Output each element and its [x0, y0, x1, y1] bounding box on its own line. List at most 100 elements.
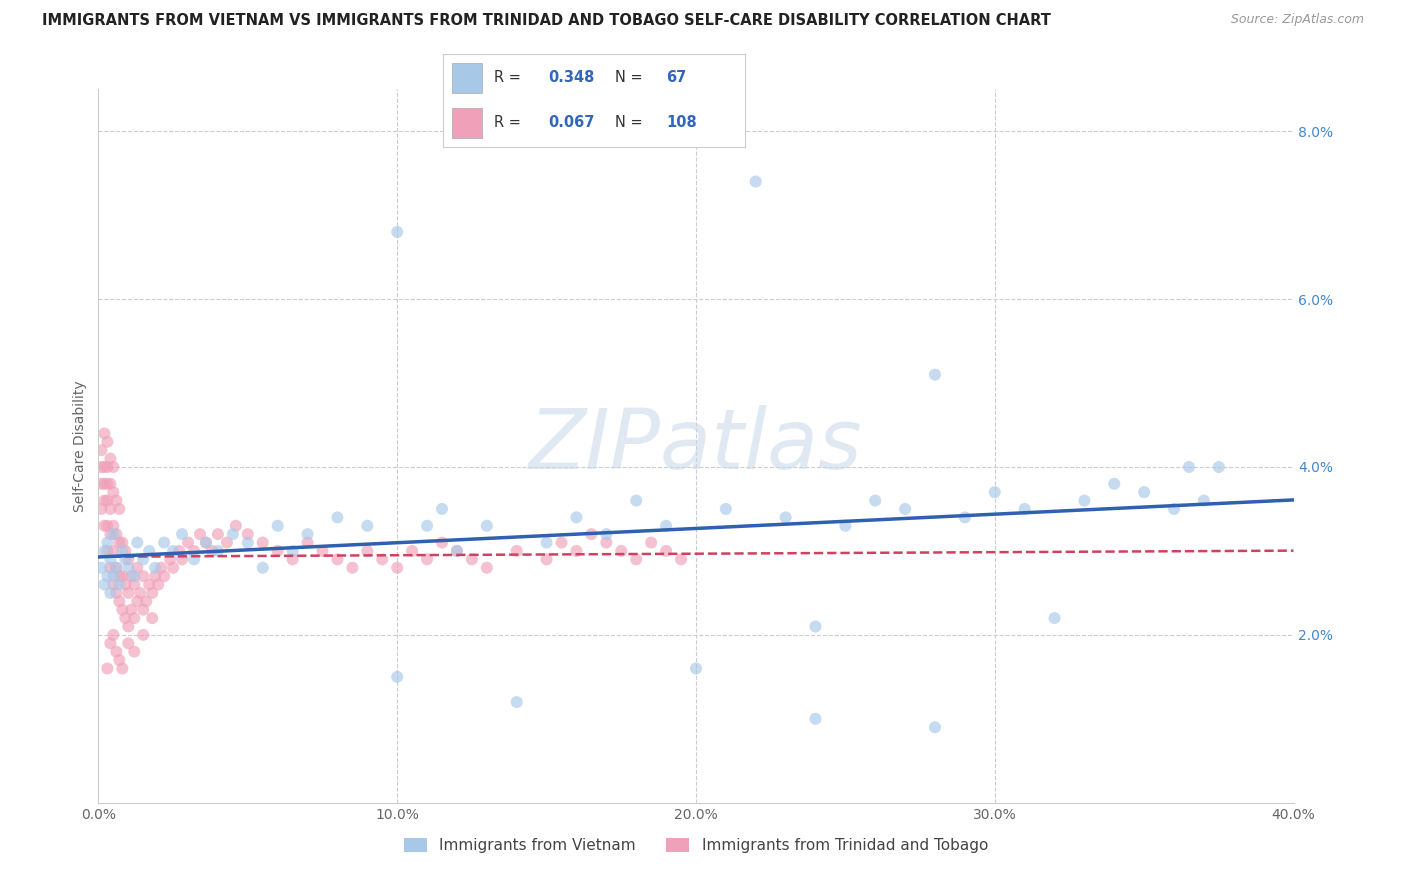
Point — [595, 535, 617, 549]
Point — [195, 535, 218, 549]
Point — [98, 552, 122, 566]
Point — [117, 560, 139, 574]
Point — [150, 560, 173, 574]
Point — [172, 552, 194, 566]
Point — [124, 577, 146, 591]
Point — [1208, 460, 1230, 475]
Text: ZIPatlas: ZIPatlas — [529, 406, 863, 486]
Point — [98, 586, 122, 600]
Point — [103, 628, 125, 642]
Point — [132, 603, 155, 617]
Point — [105, 645, 128, 659]
Point — [111, 661, 134, 675]
Point — [103, 544, 125, 558]
Point — [655, 518, 678, 533]
Point — [132, 628, 155, 642]
Point — [475, 518, 498, 533]
Point — [446, 544, 468, 558]
Point — [108, 594, 131, 608]
Point — [98, 560, 122, 574]
Point — [148, 577, 170, 591]
Point — [93, 518, 115, 533]
Point — [143, 560, 166, 574]
Point — [281, 552, 304, 566]
Point — [124, 645, 146, 659]
Point — [108, 653, 131, 667]
Point — [669, 552, 692, 566]
Point — [90, 460, 112, 475]
Point — [1133, 485, 1156, 500]
Point — [132, 569, 155, 583]
Point — [124, 611, 146, 625]
Point — [281, 544, 304, 558]
Point — [984, 485, 1007, 500]
Point — [111, 544, 134, 558]
Point — [143, 569, 166, 583]
Text: R =: R = — [495, 115, 522, 130]
Point — [117, 619, 139, 633]
Point — [96, 544, 118, 558]
Point — [117, 586, 139, 600]
Point — [188, 527, 211, 541]
Point — [90, 476, 112, 491]
Point — [93, 476, 115, 491]
Point — [252, 560, 274, 574]
Point — [167, 544, 190, 558]
Point — [93, 577, 115, 591]
Point — [105, 527, 128, 541]
Point — [430, 535, 453, 549]
Point — [342, 560, 364, 574]
Point — [401, 544, 423, 558]
Point — [385, 560, 409, 574]
Point — [252, 535, 274, 549]
Point — [127, 560, 149, 574]
Point — [775, 510, 797, 524]
Text: 0.067: 0.067 — [548, 115, 595, 130]
Point — [103, 577, 125, 591]
Point — [111, 603, 134, 617]
Point — [894, 502, 917, 516]
Point — [103, 518, 125, 533]
Point — [96, 535, 118, 549]
Point — [506, 695, 529, 709]
Point — [111, 535, 134, 549]
Point — [626, 493, 648, 508]
Point — [153, 535, 176, 549]
Point — [127, 594, 149, 608]
Point — [201, 544, 224, 558]
Point — [626, 552, 648, 566]
Point — [371, 552, 394, 566]
Point — [98, 502, 122, 516]
Point — [536, 535, 558, 549]
Point — [96, 460, 118, 475]
Point — [120, 569, 142, 583]
FancyBboxPatch shape — [451, 108, 482, 138]
Point — [93, 426, 115, 441]
Point — [90, 560, 112, 574]
Point — [1043, 611, 1066, 625]
Point — [1178, 460, 1201, 475]
Point — [114, 611, 136, 625]
Point — [103, 485, 125, 500]
Point — [114, 552, 136, 566]
Point — [114, 544, 136, 558]
Point — [215, 535, 238, 549]
Point — [446, 544, 468, 558]
Point — [745, 175, 768, 189]
Point — [536, 552, 558, 566]
Point — [326, 510, 349, 524]
Point — [90, 443, 112, 458]
Point — [461, 552, 484, 566]
Point — [1073, 493, 1095, 508]
Point — [132, 552, 155, 566]
Point — [96, 434, 118, 449]
Point — [326, 552, 349, 566]
Point — [267, 544, 290, 558]
Y-axis label: Self-Care Disability: Self-Care Disability — [73, 380, 87, 512]
Point — [267, 518, 290, 533]
Point — [172, 527, 194, 541]
Point — [236, 527, 259, 541]
Point — [96, 518, 118, 533]
Point — [225, 518, 247, 533]
Point — [416, 552, 439, 566]
